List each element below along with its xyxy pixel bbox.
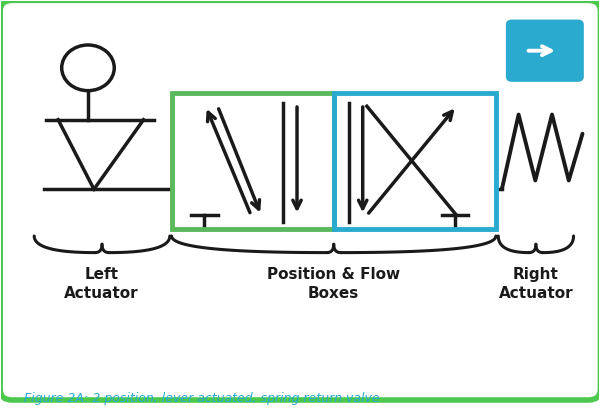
FancyBboxPatch shape — [505, 18, 585, 83]
Bar — [334, 93, 496, 229]
Text: Figure 2A: 2 position, lever actuated, spring return valve: Figure 2A: 2 position, lever actuated, s… — [24, 392, 380, 405]
FancyBboxPatch shape — [0, 0, 600, 400]
Text: Right
Actuator: Right Actuator — [499, 267, 573, 301]
Text: Position & Flow
Boxes: Position & Flow Boxes — [267, 267, 400, 301]
Bar — [172, 93, 334, 229]
Text: Left
Actuator: Left Actuator — [64, 267, 139, 301]
